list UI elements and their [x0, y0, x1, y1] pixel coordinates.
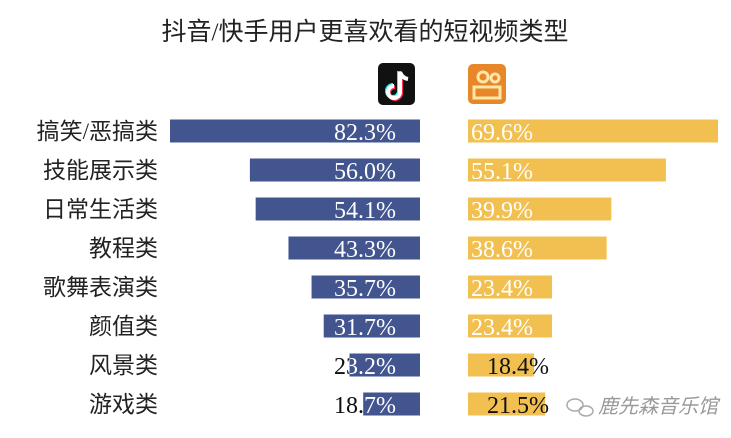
kuaishou-value-label: 21.5%	[487, 393, 549, 419]
kuaishou-value-label: 39.9%	[471, 198, 533, 224]
douyin-bar	[288, 236, 420, 260]
kuaishou-value-label: 69.6%	[471, 120, 533, 146]
kuaishou-bar	[468, 158, 666, 182]
category-label: 风景类	[89, 353, 158, 378]
category-label: 歌舞表演类	[43, 275, 158, 300]
douyin-bar	[255, 197, 420, 221]
kuaishou-value-label: 55.1%	[471, 159, 533, 185]
kuaishou-bar	[468, 119, 718, 143]
douyin-logo-icon	[378, 63, 415, 105]
douyin-bar	[249, 158, 420, 182]
douyin-value-label: 82.3%	[334, 120, 396, 146]
douyin-value-label: 18.7%	[334, 393, 396, 419]
douyin-value-label: 23.2%	[334, 354, 396, 380]
douyin-value-label: 54.1%	[334, 198, 396, 224]
kuaishou-value-label: 23.4%	[471, 315, 533, 341]
douyin-bar	[311, 275, 420, 299]
category-label: 教程类	[89, 236, 158, 261]
douyin-bar	[170, 119, 420, 143]
category-label: 日常生活类	[43, 197, 158, 222]
category-label: 技能展示类	[43, 158, 158, 183]
kuaishou-value-label: 18.4%	[487, 354, 549, 380]
kuaishou-logo-icon	[468, 64, 506, 104]
watermark: 鹿先森音乐馆	[566, 396, 721, 418]
douyin-bar	[349, 353, 420, 377]
douyin-value-label: 43.3%	[334, 237, 396, 263]
douyin-bar	[323, 314, 420, 338]
kuaishou-bar	[468, 275, 553, 299]
wechat-icon	[566, 398, 594, 417]
kuaishou-bar	[468, 197, 612, 221]
douyin-bar	[363, 392, 420, 416]
kuaishou-value-label: 38.6%	[471, 237, 533, 263]
watermark-text: 鹿先森音乐馆	[598, 396, 721, 418]
douyin-value-label: 35.7%	[334, 276, 396, 302]
douyin-value-label: 31.7%	[334, 315, 396, 341]
category-label: 游戏类	[89, 392, 158, 417]
kuaishou-bar	[468, 392, 546, 416]
category-label: 颜值类	[89, 314, 158, 339]
douyin-value-label: 56.0%	[334, 159, 396, 185]
kuaishou-bar	[468, 314, 553, 338]
category-label: 搞笑/恶搞类	[37, 119, 158, 144]
kuaishou-bar	[468, 353, 535, 377]
kuaishou-bar	[468, 236, 607, 260]
kuaishou-value-label: 23.4%	[471, 276, 533, 302]
chart-title: 抖音/快手用户更喜欢看的短视频类型	[162, 18, 569, 46]
